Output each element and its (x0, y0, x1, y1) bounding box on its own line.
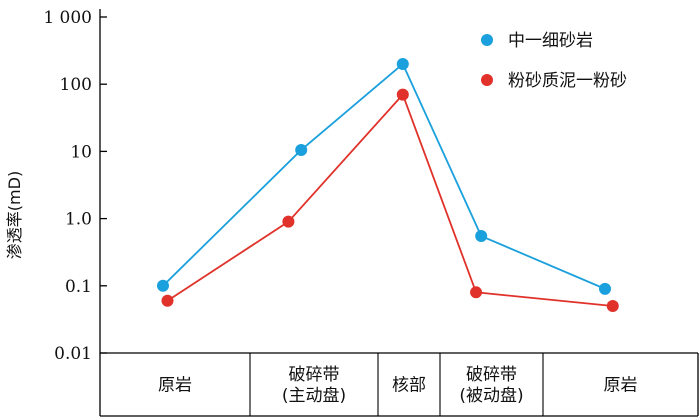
data-point (157, 279, 169, 292)
data-point (161, 294, 174, 307)
category-label: 原岩 (604, 376, 638, 396)
data-point (475, 230, 488, 243)
legend-marker (481, 34, 493, 46)
category-label: (主动盘) (282, 386, 346, 406)
data-point (606, 300, 619, 313)
category-label: (被动盘) (459, 386, 523, 406)
category-label: 破碎带 (289, 365, 340, 385)
data-point (295, 143, 308, 156)
legend-marker (481, 74, 493, 86)
data-point (396, 57, 409, 70)
series-lines (157, 57, 619, 313)
category-label: 核部 (392, 376, 426, 396)
series-line (162, 62, 606, 290)
y-ticks: 0.01 0.1 1.0 10 100 1 000 (43, 8, 107, 364)
legend-label: 中一细砂岩 (508, 31, 593, 51)
data-point (396, 88, 409, 101)
category-label: 原岩 (158, 376, 192, 396)
data-point (599, 282, 611, 295)
y-tick-label: 1 000 (43, 8, 92, 28)
category-label: 破碎带 (466, 365, 517, 385)
y-tick-label: 100 (60, 75, 92, 95)
y-tick-label: 0.1 (65, 277, 92, 297)
y-tick-label: 0.01 (54, 344, 92, 364)
y-tick-label: 10 (70, 142, 92, 162)
legend-label: 粉砂质泥一粉砂 (508, 71, 627, 91)
y-tick-label: 1.0 (65, 210, 92, 230)
y-axis-label: 渗透率(mD) (5, 171, 24, 259)
data-point (470, 286, 483, 299)
data-point (282, 215, 295, 228)
series-line (167, 92, 613, 307)
